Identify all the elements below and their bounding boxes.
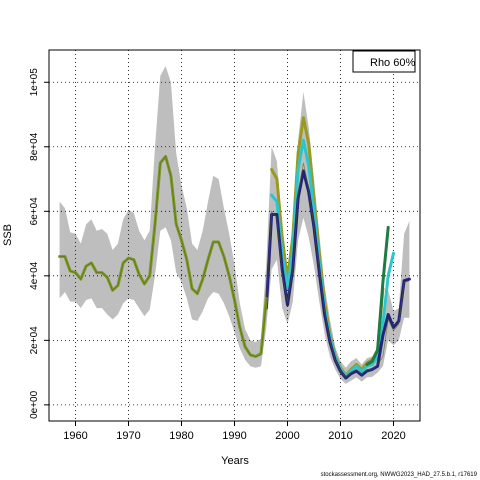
y-axis-title: SSB	[2, 224, 14, 246]
x-tick-label: 1990	[222, 430, 246, 442]
x-tick-label: 1960	[63, 430, 87, 442]
series-line-3	[365, 225, 390, 366]
x-tick-label: 1980	[169, 430, 193, 442]
legend-label: Rho 60%	[370, 57, 415, 69]
axes-layer: 1960 1970 1980 1990 2000 2010 2020 0e+00 2e+04 4e…	[29, 68, 406, 442]
y-tick-label: 1e+05	[29, 68, 40, 97]
y-tick-label: 4e+04	[29, 261, 40, 290]
confidence-band-layer	[59, 66, 410, 384]
x-tick-label: 1970	[116, 430, 140, 442]
credit-text: stockassessment.org, NWWG2023_HAD_27.5.b…	[320, 472, 477, 478]
confidence-band	[59, 66, 410, 384]
legend: Rho 60%	[352, 50, 416, 73]
x-tick-label: 2020	[381, 430, 405, 442]
y-tick-label: 0e+00	[29, 390, 40, 419]
series-layer	[58, 116, 411, 380]
y-tick-label: 2e+04	[29, 326, 40, 355]
y-tick-label: 8e+04	[29, 132, 40, 161]
plot-frame	[48, 49, 421, 422]
x-tick-label: 2010	[328, 430, 352, 442]
ssb-estimate-line	[59, 155, 410, 378]
x-tick-label: 2000	[275, 430, 299, 442]
y-tick-label: 6e+04	[29, 197, 40, 226]
legend-box	[352, 50, 416, 73]
x-axis-title: Years	[221, 455, 249, 467]
